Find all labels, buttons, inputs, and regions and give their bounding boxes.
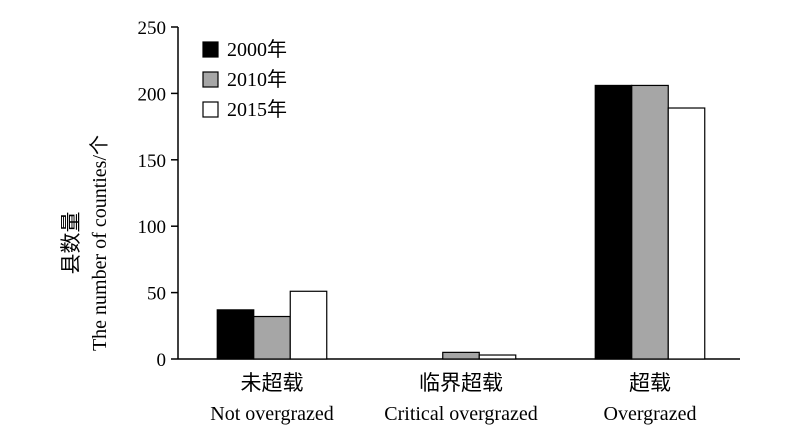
bar — [594, 84, 633, 360]
bar — [478, 354, 517, 360]
bar — [216, 309, 255, 360]
x-tick-label-en: Not overgrazed — [210, 403, 333, 425]
y-tick-label: 200 — [138, 84, 167, 105]
x-tick-label-en: Critical overgrazed — [384, 403, 537, 425]
x-tick-label-cn: 超载 — [629, 371, 671, 395]
y-tick-label: 50 — [147, 284, 166, 305]
x-tick-label-cn: 临界超载 — [419, 371, 503, 395]
plot-area: 0 50 100 150 200 250 未超载 Not overgrazed 临界超载 Crit… — [138, 18, 740, 425]
legend-label: 2015年 — [227, 98, 287, 121]
bar — [442, 351, 480, 360]
y-axis-label: 县数量 The number of counties/个 — [59, 135, 111, 351]
legend-label: 2000年 — [227, 38, 287, 61]
bar — [289, 290, 328, 360]
legend-swatch — [202, 41, 219, 58]
y-tick-label: 0 — [157, 350, 167, 371]
x-tick-label-cn: 未超载 — [241, 371, 304, 395]
x-tick-label-en: Overgrazed — [604, 403, 697, 425]
bar — [667, 107, 706, 360]
bar — [253, 315, 291, 360]
y-axis-label-cn: 县数量 — [59, 212, 83, 275]
y-tick-label: 100 — [138, 217, 167, 238]
y-tick-label: 250 — [138, 18, 167, 39]
bar — [631, 84, 669, 360]
legend-label: 2010年 — [227, 68, 287, 91]
legend-swatch — [202, 71, 219, 88]
y-axis-label-en: The number of counties/个 — [88, 135, 111, 351]
y-tick-label: 150 — [138, 151, 167, 172]
legend-swatch — [202, 101, 219, 118]
